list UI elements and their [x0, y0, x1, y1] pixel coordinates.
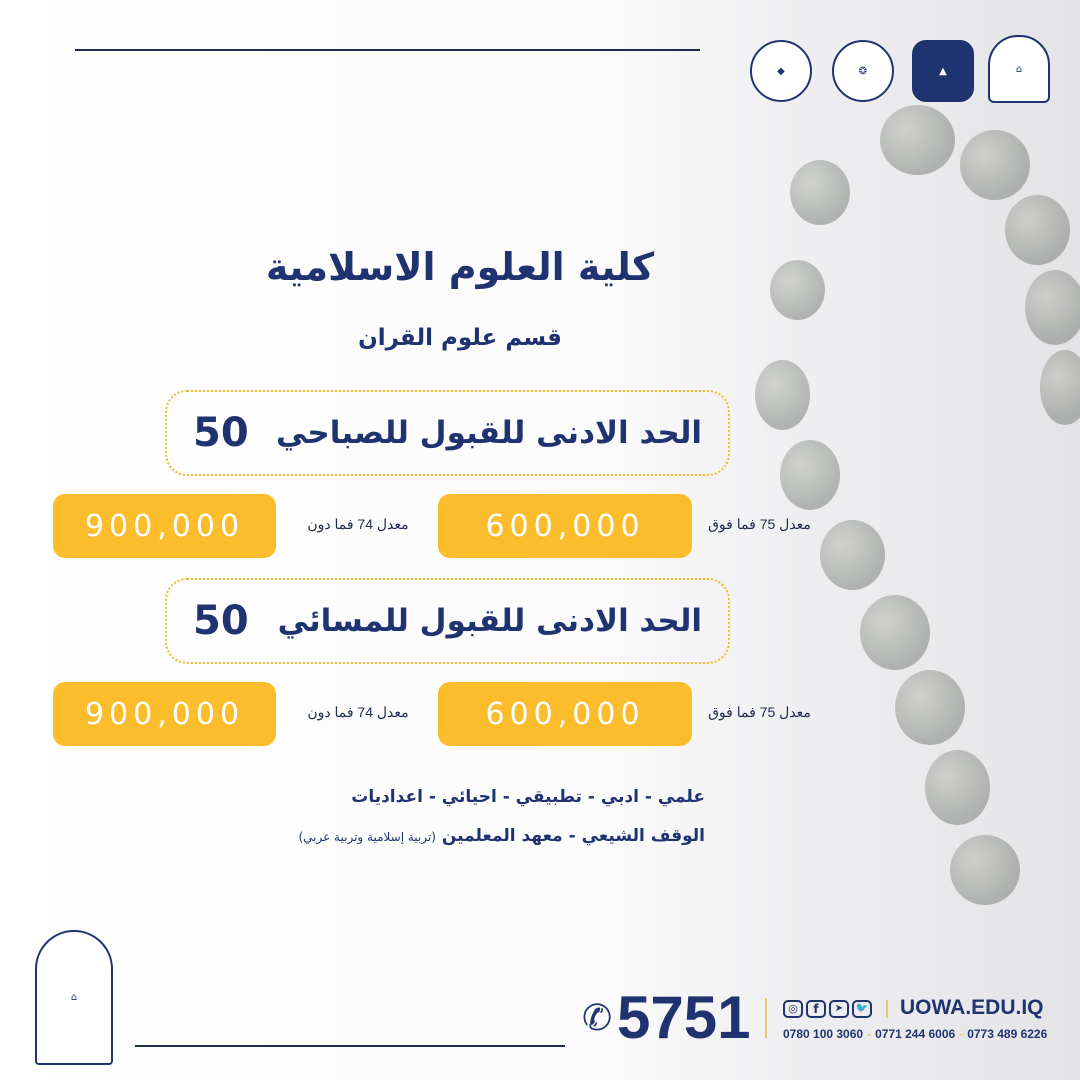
eligible-institutes-text: الوقف الشيعي - معهد المعلمين [441, 826, 705, 846]
top-divider [75, 49, 700, 51]
eligible-branches: علمي - ادبي - تطبيقي - احيائي - اعداديات [351, 787, 705, 807]
morning-low-label: معدل 74 فما دون [307, 516, 409, 532]
evening-high-label: معدل 75 فما فوق [708, 704, 811, 720]
morning-high-fee: 600,000 [438, 494, 692, 558]
morning-low-fee: 900,000 [53, 494, 276, 558]
eligible-institutes-note: (تربية إسلامية وتربية عربي) [298, 830, 436, 844]
phone-number[interactable]: 0780 100 3060 [783, 1027, 864, 1041]
evening-min-value: 50 [193, 598, 249, 644]
phone-number[interactable]: 0771 244 6006 [875, 1027, 956, 1041]
social-icons: ◎ f ➤ 🐦 [783, 1000, 872, 1018]
phone-icon: ✆ [582, 998, 613, 1039]
college-logo: ▲ [912, 40, 974, 102]
phone-numbers: 0780 100 3060- 0771 244 6006- 0773 489 6… [783, 1027, 1047, 1041]
morning-high-label: معدل 75 فما فوق [708, 516, 811, 532]
morning-min-value: 50 [193, 410, 249, 456]
phone-separator: - [959, 1027, 964, 1041]
university-logo: ⌂ [988, 35, 1050, 103]
morning-min-box: الحد الادنى للقبول للصباحي 50 [165, 390, 730, 476]
university-footer-logo: ⌂ [35, 930, 113, 1065]
bottom-divider [135, 1045, 565, 1047]
facebook-icon[interactable]: f [806, 1000, 826, 1018]
twitter-icon[interactable]: 🐦 [852, 1000, 872, 1018]
evening-low-label: معدل 74 فما دون [307, 704, 409, 720]
phone-separator: - [867, 1027, 872, 1041]
instagram-icon[interactable]: ◎ [783, 1000, 803, 1018]
evening-low-fee: 900,000 [53, 682, 276, 746]
phone-number[interactable]: 0773 489 6226 [967, 1027, 1048, 1041]
page-title: كلية العلوم الاسلامية [265, 245, 655, 289]
website-link[interactable]: UOWA.EDU.IQ [900, 996, 1044, 1019]
eligible-institutes: الوقف الشيعي - معهد المعلمين (تربية إسلا… [298, 826, 705, 846]
evening-min-label: الحد الادنى للقبول للمسائي [277, 603, 702, 639]
footer-separator-small [886, 1000, 888, 1018]
evening-high-fee: 600,000 [438, 682, 692, 746]
morning-min-label: الحد الادنى للقبول للصباحي [276, 415, 702, 451]
affiliate-logo: ❂ [832, 40, 894, 102]
telegram-icon[interactable]: ➤ [829, 1000, 849, 1018]
hotline-number[interactable]: 5751 [617, 984, 751, 1051]
evening-min-box: الحد الادنى للقبول للمسائي 50 [165, 578, 730, 664]
department-subtitle: قسم علوم القران [358, 325, 562, 351]
holy-shrine-logo: ◆ [750, 40, 812, 102]
footer-separator [765, 998, 767, 1038]
